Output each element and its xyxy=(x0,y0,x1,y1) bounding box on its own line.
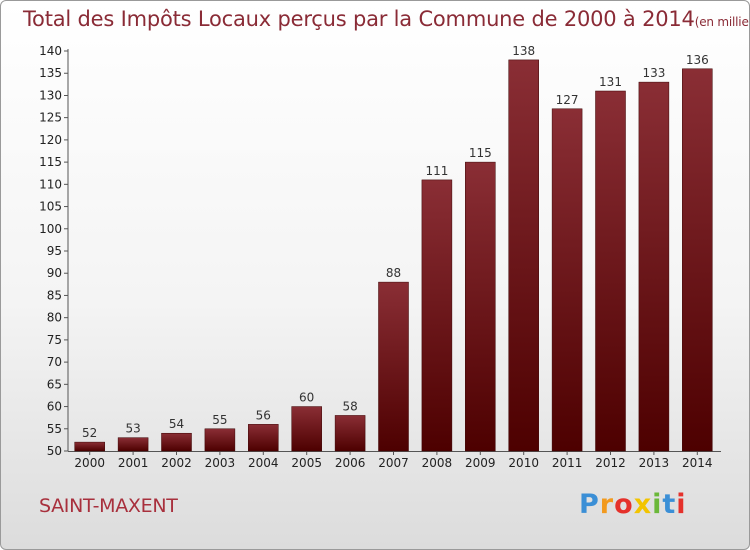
x-tick-label-2002: 2002 xyxy=(161,456,192,470)
y-tick-label: 130 xyxy=(39,88,62,102)
y-tick-label: 110 xyxy=(39,177,62,191)
y-tick-label: 60 xyxy=(47,400,62,414)
bar-2004 xyxy=(248,424,279,452)
logo-letter: i xyxy=(652,489,663,520)
y-tick-label: 100 xyxy=(39,222,62,236)
bar-2003 xyxy=(204,428,236,452)
x-tick-label-2007: 2007 xyxy=(378,456,409,470)
logo-letter: r xyxy=(599,489,615,520)
x-tick-label-2005: 2005 xyxy=(291,456,322,470)
bar-2002 xyxy=(161,432,192,452)
data-label-2014: 136 xyxy=(686,53,709,67)
proxiti-logo[interactable]: Proxiti xyxy=(579,489,687,520)
data-label-2005: 60 xyxy=(299,391,314,405)
y-tick-label: 65 xyxy=(47,377,62,391)
y-tick-label: 95 xyxy=(47,244,62,258)
x-tick-label-2004: 2004 xyxy=(248,456,279,470)
chart-title: Total des Impôts Locaux perçus par la Co… xyxy=(23,7,749,31)
y-tick-label: 50 xyxy=(47,444,62,458)
data-label-2012: 131 xyxy=(599,75,622,89)
x-tick-label-2000: 2000 xyxy=(74,456,105,470)
bar-2007 xyxy=(378,281,409,452)
data-label-2010: 138 xyxy=(512,44,535,58)
bar-2009 xyxy=(465,161,496,452)
y-tick-label: 115 xyxy=(39,155,62,169)
x-tick-label-2013: 2013 xyxy=(639,456,670,470)
bar-2008 xyxy=(421,179,453,452)
y-tick-label: 80 xyxy=(47,311,62,325)
y-tick-label: 90 xyxy=(47,266,62,280)
x-tick-label-2009: 2009 xyxy=(465,456,496,470)
y-tick-label: 135 xyxy=(39,66,62,80)
data-label-2003: 55 xyxy=(212,413,227,427)
y-tick-label: 140 xyxy=(39,44,62,58)
x-tick-label-2012: 2012 xyxy=(595,456,626,470)
data-label-2004: 56 xyxy=(256,408,271,422)
data-label-2006: 58 xyxy=(342,399,357,413)
x-tick-label-2003: 2003 xyxy=(205,456,236,470)
logo-letter: x xyxy=(633,489,653,520)
logo-letter: t xyxy=(662,489,677,520)
chart-bars xyxy=(74,59,713,452)
x-tick-label-2010: 2010 xyxy=(508,456,539,470)
data-label-2000: 52 xyxy=(82,426,97,440)
data-label-2008: 111 xyxy=(425,164,448,178)
chart-unit: (en milliers d'€) xyxy=(694,15,749,29)
data-label-2002: 54 xyxy=(169,417,184,431)
bar-2000 xyxy=(74,441,105,452)
chart-title-text: Total des Impôts Locaux perçus par la Co… xyxy=(23,7,695,31)
x-tick-label-2008: 2008 xyxy=(422,456,453,470)
chart-data-labels: 52 53 54 55 56 60 58 88 111 115 138 127 131 133 136 xyxy=(82,44,709,440)
chart-axes: 50 55 60 65 70 75 80 85 90 95 100 105 110 115 120 125 13… xyxy=(39,44,721,470)
y-tick-label: 105 xyxy=(39,200,62,214)
bar-2010 xyxy=(508,59,539,452)
y-tick-label: 125 xyxy=(39,111,62,125)
y-tick-label: 70 xyxy=(47,355,62,369)
data-label-2001: 53 xyxy=(125,422,140,436)
bar-2001 xyxy=(117,437,149,452)
y-tick-label: 85 xyxy=(47,288,62,302)
bar-2006 xyxy=(334,415,366,452)
bar-2013 xyxy=(638,81,670,452)
x-tick-label-2006: 2006 xyxy=(335,456,366,470)
logo-letter: i xyxy=(676,489,687,520)
data-label-2007: 88 xyxy=(386,266,401,280)
bar-2014 xyxy=(682,68,713,452)
x-tick-label-2001: 2001 xyxy=(118,456,149,470)
bar-2011 xyxy=(551,108,583,452)
y-tick-label: 75 xyxy=(47,333,62,347)
logo-letter: P xyxy=(579,489,600,520)
bar-2012 xyxy=(595,90,626,452)
x-tick-label-2011: 2011 xyxy=(552,456,583,470)
x-tick-label-2014: 2014 xyxy=(682,456,713,470)
bar-2005 xyxy=(291,406,322,452)
y-tick-label: 55 xyxy=(47,422,62,436)
y-tick-label: 120 xyxy=(39,133,62,147)
logo-letter: o xyxy=(614,489,634,520)
data-label-2009: 115 xyxy=(469,146,492,160)
data-label-2011: 127 xyxy=(556,93,579,107)
data-label-2013: 133 xyxy=(642,66,665,80)
town-name: SAINT-MAXENT xyxy=(39,495,178,517)
